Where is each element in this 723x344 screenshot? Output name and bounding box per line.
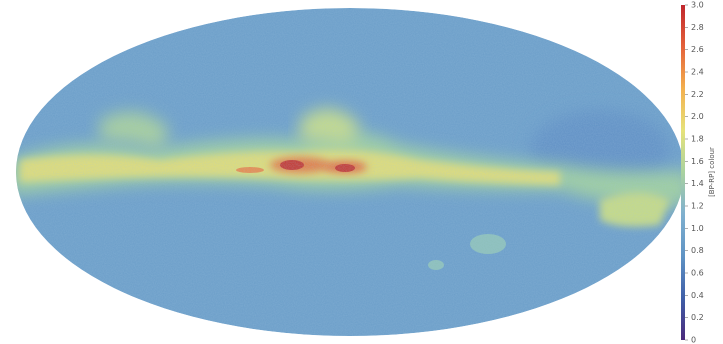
colorbar-tick-label: 2.8: [691, 23, 704, 32]
colorbar-tick-label: 1.2: [691, 202, 704, 211]
colorbar-gradient: [681, 5, 685, 340]
colorbar-tick-label: 0.4: [691, 291, 704, 300]
sky-map-figure: [BP-RP] colour 0 0.2 0.4 0.6 0.8 1.0 1.2 1.4 1.6…: [0, 0, 723, 344]
colorbar-label: [BP-RP] colour: [708, 147, 716, 197]
colorbar-tick-label: 2.4: [691, 68, 704, 77]
colorbar-tick-label: 2.6: [691, 45, 704, 54]
colorbar-tick-label: 1.4: [691, 179, 704, 188]
sky-map: [0, 0, 723, 344]
colorbar-tick-label: 1.0: [691, 224, 704, 233]
colorbar-tick-label: 0.6: [691, 269, 704, 278]
colorbar-tick-label: 0.2: [691, 313, 704, 322]
colorbar-tick-label: 1.6: [691, 157, 704, 166]
colorbar-tick-label: 1.8: [691, 135, 704, 144]
colorbar-tick-label: 3.0: [691, 1, 704, 10]
colorbar-tick-label: 2.2: [691, 90, 704, 99]
colorbar-tick-label: 0.8: [691, 246, 704, 255]
colorbar: [BP-RP] colour 0 0.2 0.4 0.6 0.8 1.0 1.2 1.4 1.6…: [681, 1, 716, 344]
colorbar-tick-label: 0: [691, 336, 696, 344]
colorbar-tick-label: 2.0: [691, 112, 704, 121]
